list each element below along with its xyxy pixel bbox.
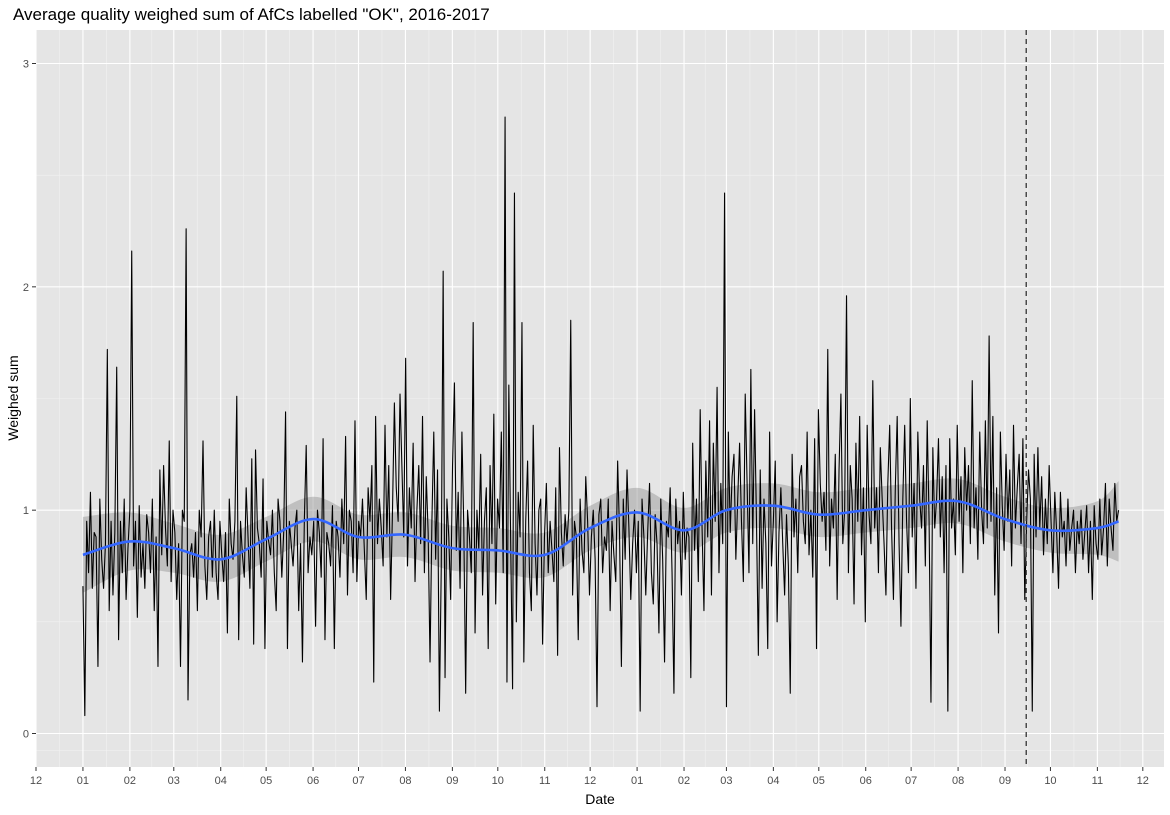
y-axis: 0 1 2 3 xyxy=(23,59,36,741)
x-tick-label: 01 xyxy=(77,775,89,787)
x-tick-label: 10 xyxy=(492,775,504,787)
x-tick-label: 11 xyxy=(1092,775,1103,787)
x-tick-label: 12 xyxy=(584,775,596,787)
confidence-band xyxy=(82,478,1119,593)
x-tick-label: 05 xyxy=(260,775,272,787)
y-tick-label: 0 xyxy=(23,729,29,741)
x-tick-label: 02 xyxy=(124,775,136,787)
daily-line xyxy=(82,116,1120,717)
x-tick-label: 03 xyxy=(720,775,732,787)
x-tick-label: 04 xyxy=(215,775,227,787)
daily-series xyxy=(82,116,1120,717)
x-tick-label: 11 xyxy=(539,775,550,787)
minor-gridlines xyxy=(36,30,1164,767)
x-tick-label: 05 xyxy=(813,775,825,787)
y-tick-label: 2 xyxy=(23,282,29,294)
smooth-series xyxy=(82,499,1120,561)
x-tick-label: 09 xyxy=(446,775,458,787)
x-tick-label: 10 xyxy=(1044,775,1056,787)
y-tick-label: 1 xyxy=(23,505,29,517)
x-tick-label: 09 xyxy=(999,775,1011,787)
x-tick-label: 12 xyxy=(30,775,42,787)
x-tick-label: 06 xyxy=(860,775,872,787)
x-tick-label: 03 xyxy=(168,775,180,787)
x-tick-label: 04 xyxy=(767,775,779,787)
y-tick-label: 3 xyxy=(23,59,29,71)
x-tick-label: 07 xyxy=(352,775,364,787)
x-tick-label: 08 xyxy=(952,775,964,787)
chart-title: Average quality weighed sum of AfCs labe… xyxy=(13,5,490,24)
confidence-ribbon xyxy=(82,478,1119,593)
x-tick-label: 12 xyxy=(1137,775,1149,787)
x-tick-label: 06 xyxy=(307,775,319,787)
major-gridlines xyxy=(35,30,1164,767)
smooth-trend-line xyxy=(82,499,1120,561)
x-axis-title: Date xyxy=(585,791,615,807)
x-tick-label: 02 xyxy=(678,775,690,787)
x-axis: 12 01 02 03 04 05 06 07 08 09 10 11 12 01 02 03 04 05 06 07… xyxy=(30,767,1149,787)
y-axis-title: Weighed sum xyxy=(5,355,21,440)
x-tick-label: 01 xyxy=(631,775,643,787)
x-tick-label: 08 xyxy=(399,775,411,787)
x-tick-label: 07 xyxy=(905,775,917,787)
